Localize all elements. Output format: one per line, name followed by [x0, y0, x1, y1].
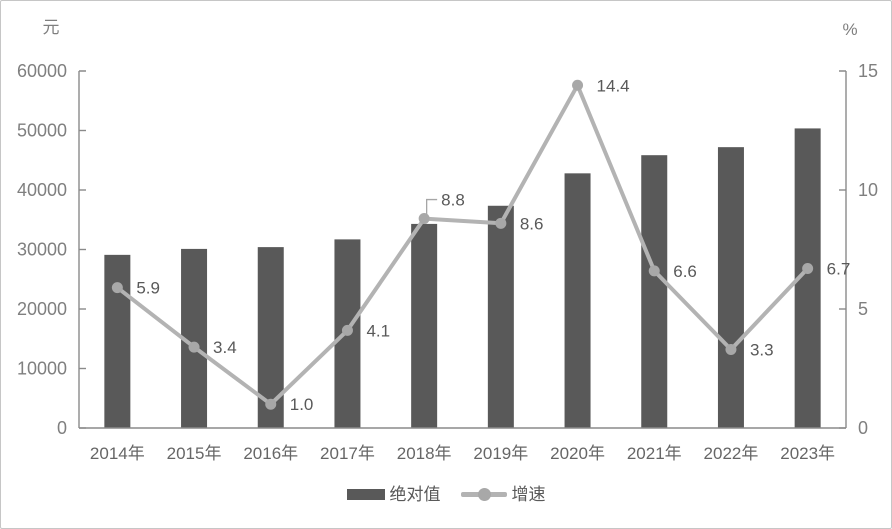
bar-2021年: [641, 155, 668, 428]
left-axis-unit-label: 元: [43, 18, 60, 37]
line-marker-2018年: [418, 213, 430, 225]
line-marker-2021年: [648, 265, 660, 277]
line-series-swatch: [460, 488, 507, 501]
data-label: 14.4: [597, 76, 630, 95]
right-axis-unit-label: %: [842, 20, 857, 39]
data-label: 8.6: [520, 214, 544, 233]
x-axis-label-2021年: 2021年: [627, 444, 682, 463]
line-marker-2015年: [188, 341, 200, 353]
x-axis-label-2015年: 2015年: [167, 444, 222, 463]
line-marker-2019年: [495, 217, 507, 229]
legend-label-bar-series: 绝对值: [389, 485, 441, 504]
left-axis-tick-label: 10000: [17, 359, 67, 379]
left-axis-tick-label: 20000: [17, 299, 67, 319]
left-axis-tick-label: 0: [57, 418, 67, 438]
data-label: 3.4: [213, 338, 237, 357]
line-marker-2023年: [802, 263, 814, 275]
data-label: 4.1: [366, 321, 390, 340]
growth-line: [115, 83, 810, 407]
right-axis-tick-label: 10: [858, 180, 878, 200]
bar-series-swatch: [346, 489, 385, 500]
line-marker-2014年: [111, 282, 123, 294]
x-axis-label-2016年: 2016年: [243, 444, 298, 463]
x-axis-label-2018年: 2018年: [397, 444, 452, 463]
data-label: 1.0: [290, 395, 314, 414]
x-axis-label-2023年: 2023年: [780, 444, 835, 463]
bar-2019年: [487, 205, 514, 428]
x-axis-label-2017年: 2017年: [320, 444, 375, 463]
bar-2022年: [717, 147, 744, 428]
legend-item-bar-series: 绝对值: [346, 485, 441, 504]
line-marker-2022年: [725, 343, 737, 355]
bar-2020年: [564, 173, 591, 428]
x-axis-label-2014年: 2014年: [90, 444, 145, 463]
data-label: 6.7: [827, 260, 851, 279]
bar-2014年: [104, 254, 131, 428]
legend-item-line-series: 增速: [460, 485, 546, 504]
right-axis-tick-label: 5: [858, 299, 868, 319]
data-label: 8.8: [441, 191, 465, 210]
left-axis-tick-label: 40000: [17, 180, 67, 200]
data-label: 6.6: [673, 262, 697, 281]
right-axis-tick-label: 0: [858, 418, 868, 438]
right-axis-tick-label: 15: [858, 61, 878, 81]
plot-area: 0 10000 20000 30000 40000 50000 60000 0 5 10 15 201…: [17, 61, 878, 463]
bar-2018年: [411, 223, 438, 428]
line-marker-2016年: [265, 398, 277, 410]
x-axis-label-2020年: 2020年: [550, 444, 605, 463]
data-label: 5.9: [136, 279, 160, 298]
x-axis-label-2022年: 2022年: [704, 444, 759, 463]
left-axis-tick-label: 60000: [17, 61, 67, 81]
line-marker-2020年: [572, 79, 584, 91]
data-label: 3.3: [750, 340, 774, 359]
left-axis-tick-label: 30000: [17, 240, 67, 260]
chart-legend: 绝对值 增速: [1, 486, 891, 503]
data-label-leader-line: [426, 198, 438, 215]
line-swatch-marker-icon: [477, 488, 491, 501]
line-marker-2017年: [341, 324, 353, 336]
x-axis-label-2019年: 2019年: [473, 444, 528, 463]
legend-label-line-series: 增速: [511, 485, 546, 504]
left-axis-tick-label: 50000: [17, 121, 67, 141]
